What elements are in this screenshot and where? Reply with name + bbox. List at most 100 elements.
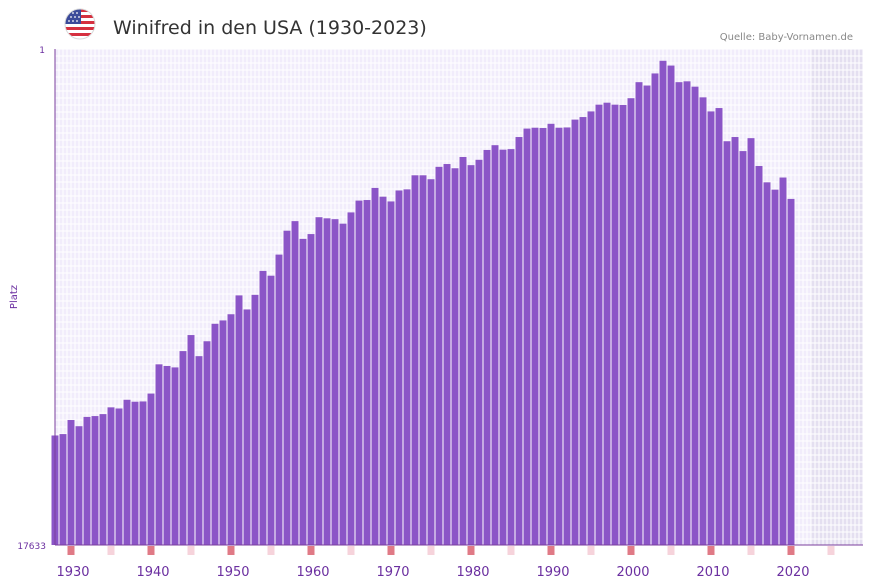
decade-marker (787, 546, 795, 555)
bar (267, 275, 275, 545)
bar (187, 335, 195, 545)
bar (523, 128, 531, 545)
decade-marker (67, 546, 75, 555)
bar (147, 393, 155, 545)
source-label: Quelle: Baby-Vornamen.de (720, 32, 853, 43)
x-tick-label: 1960 (296, 565, 329, 580)
bar (555, 127, 563, 546)
decade-marker (547, 546, 555, 555)
bar (491, 145, 499, 545)
bar (411, 175, 419, 546)
bar (539, 128, 547, 546)
decade-marker (707, 546, 715, 555)
bar (235, 295, 243, 545)
bar (131, 401, 139, 545)
bar (715, 108, 723, 546)
bar (211, 323, 219, 545)
bar (619, 104, 627, 545)
bar (627, 98, 635, 545)
x-tick-label: 1940 (136, 565, 169, 580)
bar (115, 408, 123, 545)
mid-decade-marker (187, 546, 195, 555)
bar (347, 212, 355, 545)
bar (739, 151, 747, 545)
x-tick-label: 1970 (376, 565, 409, 580)
y-tick-label-bottom: 17633 (17, 542, 46, 552)
bar (691, 86, 699, 546)
bars (51, 60, 795, 546)
bar (379, 196, 387, 545)
bar (483, 149, 491, 545)
bar (747, 138, 755, 545)
decade-marker (227, 546, 235, 555)
mid-decade-marker (507, 546, 515, 555)
bar (259, 270, 267, 545)
bar (571, 119, 579, 545)
decade-marker (627, 546, 635, 555)
bar (275, 254, 283, 546)
bar (427, 179, 435, 546)
bar (203, 341, 211, 545)
bar (323, 218, 331, 545)
bar (675, 82, 683, 545)
bar (299, 238, 307, 546)
bar (315, 217, 323, 545)
bar (459, 156, 467, 545)
bar (195, 356, 203, 545)
bar (603, 102, 611, 546)
bar (403, 189, 411, 545)
bar (387, 201, 395, 545)
bar (331, 219, 339, 546)
mid-decade-marker (427, 546, 435, 555)
bar (563, 127, 571, 545)
bar (595, 104, 603, 546)
bar (355, 200, 363, 545)
bar (435, 166, 443, 545)
bar (91, 416, 99, 545)
mid-decade-marker (347, 546, 355, 555)
bar (179, 351, 187, 545)
bar (635, 82, 643, 545)
mid-decade-marker (667, 546, 675, 555)
bar (587, 111, 595, 545)
bar (651, 73, 659, 545)
year-markers (67, 546, 835, 555)
bar (755, 165, 763, 545)
x-tick-label: 1990 (536, 565, 569, 580)
x-tick-labels: 1930 1940 1950 1960 1970 1980 1990 2000 … (56, 565, 809, 580)
bar (683, 81, 691, 545)
bar (219, 320, 227, 545)
x-tick-label: 1980 (456, 565, 489, 580)
bar (83, 416, 91, 545)
mid-decade-marker (107, 546, 115, 555)
bar (451, 168, 459, 545)
bar (763, 182, 771, 545)
x-tick-label: 2010 (696, 565, 729, 580)
bar (579, 117, 587, 545)
decade-marker (387, 546, 395, 555)
bar (107, 407, 115, 545)
bar (371, 187, 379, 546)
bar (283, 230, 291, 545)
y-axis-title: Platz (9, 285, 20, 309)
chart-title: Winifred in den USA (1930-2023) (113, 17, 427, 39)
bar (163, 366, 171, 545)
bar (155, 364, 163, 545)
bar (787, 198, 795, 545)
bar (723, 141, 731, 545)
bar (467, 165, 475, 545)
x-tick-label: 1950 (216, 565, 249, 580)
mid-decade-marker (267, 546, 275, 555)
bar (99, 414, 107, 545)
y-tick-label-top: 1 (39, 46, 45, 56)
bar (443, 164, 451, 546)
decade-marker (467, 546, 475, 555)
mid-decade-marker (587, 546, 595, 555)
bar (251, 294, 259, 545)
bar (171, 367, 179, 545)
bar (243, 309, 251, 545)
x-tick-label: 1930 (56, 565, 89, 580)
bar (611, 104, 619, 546)
bar (515, 137, 523, 545)
